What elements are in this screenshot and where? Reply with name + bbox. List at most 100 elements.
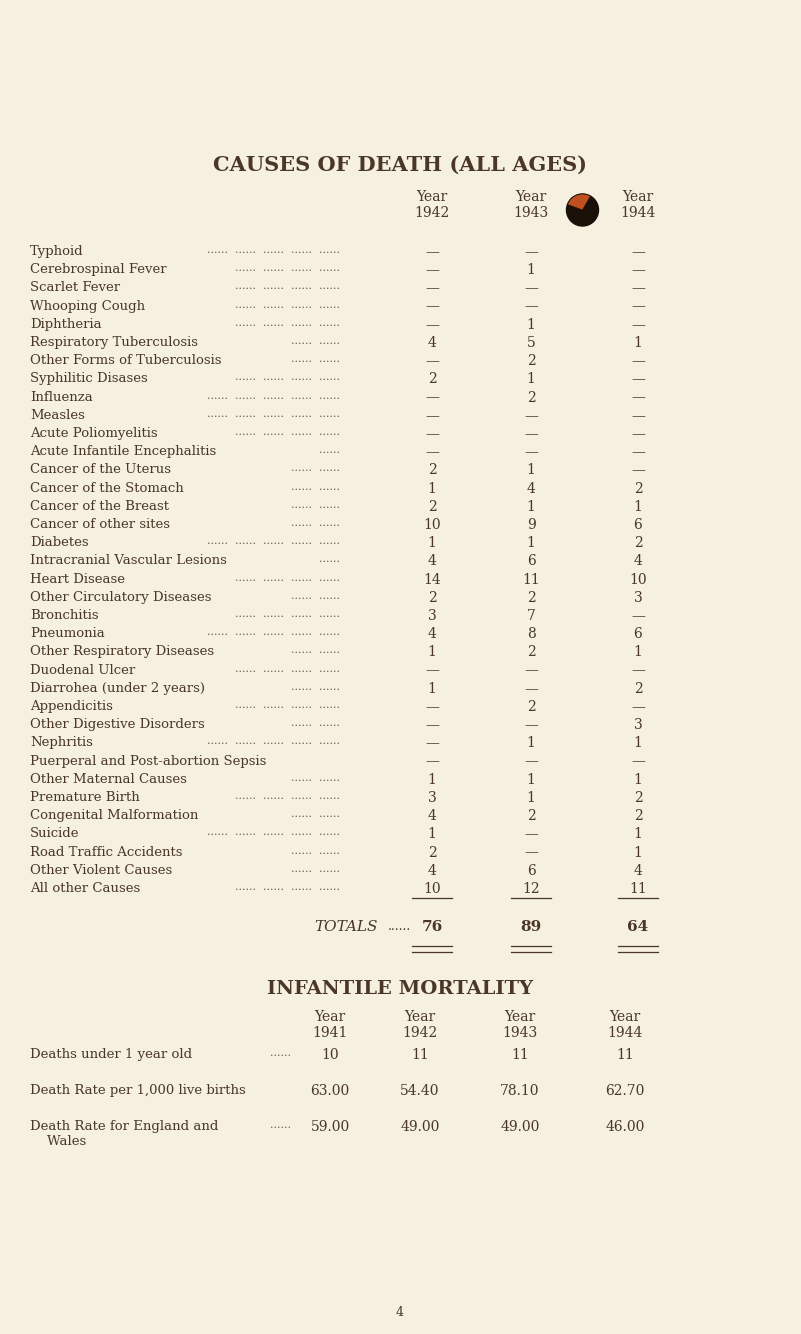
Text: —: —	[425, 663, 439, 678]
Text: 4: 4	[396, 1306, 404, 1319]
Text: Acute Poliomyelitis: Acute Poliomyelitis	[30, 427, 158, 440]
Text: Road Traffic Accidents: Road Traffic Accidents	[30, 846, 183, 859]
Text: Year
1944: Year 1944	[607, 1010, 642, 1041]
Text: 2: 2	[526, 591, 535, 604]
Text: 2: 2	[428, 591, 437, 604]
Text: 2: 2	[428, 846, 437, 859]
Text: ......  ......: ...... ......	[291, 810, 340, 819]
Text: Duodenal Ulcer: Duodenal Ulcer	[30, 663, 135, 676]
Text: —: —	[631, 355, 645, 368]
Text: ......  ......: ...... ......	[291, 463, 340, 474]
Text: 1: 1	[526, 500, 535, 514]
Text: Puerperal and Post-abortion Sepsis: Puerperal and Post-abortion Sepsis	[30, 755, 267, 767]
Text: ......  ......: ...... ......	[291, 682, 340, 692]
Text: 4: 4	[428, 336, 437, 350]
Text: Whooping Cough: Whooping Cough	[30, 300, 145, 312]
Text: Cancer of the Uterus: Cancer of the Uterus	[30, 463, 171, 476]
Text: 1: 1	[634, 500, 642, 514]
Text: Cancer of other sites: Cancer of other sites	[30, 518, 170, 531]
Text: Appendicitis: Appendicitis	[30, 700, 113, 712]
Text: ......  ......  ......  ......  ......: ...... ...... ...... ...... ......	[207, 245, 340, 255]
Text: 1: 1	[428, 682, 437, 696]
Text: ......: ......	[319, 555, 340, 564]
Text: 6: 6	[634, 518, 642, 532]
Text: All other Causes: All other Causes	[30, 882, 140, 895]
Text: ......  ......: ...... ......	[291, 846, 340, 855]
Text: Other Maternal Causes: Other Maternal Causes	[30, 772, 187, 786]
Text: 89: 89	[521, 920, 541, 934]
Text: Deaths under 1 year old: Deaths under 1 year old	[30, 1049, 192, 1062]
Text: —: —	[524, 682, 538, 696]
Text: 11: 11	[629, 882, 647, 896]
Text: 64: 64	[627, 920, 649, 934]
Text: 1: 1	[634, 827, 642, 842]
Text: ......  ......  ......  ......: ...... ...... ...... ......	[235, 700, 340, 710]
Text: Bronchitis: Bronchitis	[30, 610, 99, 622]
Text: 9: 9	[526, 518, 535, 532]
Text: —: —	[425, 755, 439, 768]
Text: ......  ......  ......  ......  ......: ...... ...... ...... ...... ......	[207, 627, 340, 638]
Text: —: —	[425, 736, 439, 751]
Text: —: —	[524, 281, 538, 295]
Text: Cancer of the Breast: Cancer of the Breast	[30, 500, 169, 512]
Text: Year
1943: Year 1943	[513, 189, 549, 220]
Text: 54.40: 54.40	[400, 1085, 440, 1098]
Text: 2: 2	[428, 372, 437, 387]
Text: Other Respiratory Diseases: Other Respiratory Diseases	[30, 646, 214, 659]
Text: 11: 11	[616, 1049, 634, 1062]
Text: ......  ......  ......  ......  ......: ...... ...... ...... ...... ......	[207, 736, 340, 747]
Text: 2: 2	[634, 536, 642, 550]
Text: 2: 2	[634, 791, 642, 804]
Text: 1: 1	[634, 336, 642, 350]
Text: Year
1941: Year 1941	[312, 1010, 348, 1041]
Text: ......: ......	[270, 1049, 291, 1058]
Text: —: —	[524, 718, 538, 732]
Text: Nephritis: Nephritis	[30, 736, 93, 750]
Text: Scarlet Fever: Scarlet Fever	[30, 281, 120, 295]
Text: Suicide: Suicide	[30, 827, 79, 840]
Text: 59.00: 59.00	[310, 1121, 349, 1134]
Text: ......  ......: ...... ......	[291, 772, 340, 783]
Text: ......  ......: ...... ......	[291, 864, 340, 874]
Text: 2: 2	[526, 810, 535, 823]
Text: 3: 3	[428, 610, 437, 623]
Text: Other Forms of Tuberculosis: Other Forms of Tuberculosis	[30, 355, 222, 367]
Text: 1: 1	[634, 646, 642, 659]
Text: 10: 10	[630, 572, 647, 587]
Text: ......: ......	[388, 920, 411, 934]
Text: —: —	[425, 355, 439, 368]
Text: 2: 2	[634, 482, 642, 496]
Text: 10: 10	[321, 1049, 339, 1062]
Text: ......  ......  ......  ......: ...... ...... ...... ......	[235, 317, 340, 328]
Text: 1: 1	[428, 536, 437, 550]
Text: —: —	[631, 317, 645, 332]
Text: —: —	[524, 846, 538, 859]
Text: —: —	[425, 245, 439, 259]
Text: —: —	[631, 372, 645, 387]
Text: 11: 11	[411, 1049, 429, 1062]
Text: ......  ......  ......  ......  ......: ...... ...... ...... ...... ......	[207, 408, 340, 419]
Text: —: —	[425, 391, 439, 404]
Text: 1: 1	[634, 846, 642, 859]
Text: ......  ......  ......  ......  ......: ...... ...... ...... ...... ......	[207, 536, 340, 546]
Text: Other Circulatory Diseases: Other Circulatory Diseases	[30, 591, 211, 604]
Text: —: —	[631, 245, 645, 259]
Text: 1: 1	[428, 646, 437, 659]
Text: 1: 1	[526, 772, 535, 787]
Text: —: —	[425, 427, 439, 442]
Text: ......  ......  ......  ......: ...... ...... ...... ......	[235, 372, 340, 383]
Text: Cerebrospinal Fever: Cerebrospinal Fever	[30, 263, 167, 276]
Text: ......  ......  ......  ......: ...... ...... ...... ......	[235, 263, 340, 273]
Circle shape	[566, 193, 598, 225]
Text: Heart Disease: Heart Disease	[30, 572, 125, 586]
Text: ......  ......  ......  ......: ...... ...... ...... ......	[235, 572, 340, 583]
Text: Year
1942: Year 1942	[402, 1010, 437, 1041]
Text: 10: 10	[423, 518, 441, 532]
Text: ......  ......  ......  ......: ...... ...... ...... ......	[235, 300, 340, 309]
Text: 3: 3	[634, 591, 642, 604]
Text: —: —	[524, 427, 538, 442]
Text: 7: 7	[526, 610, 535, 623]
Text: ......  ......  ......  ......  ......: ...... ...... ...... ...... ......	[207, 827, 340, 838]
Text: —: —	[631, 408, 645, 423]
Text: Intracranial Vascular Lesions: Intracranial Vascular Lesions	[30, 555, 227, 567]
